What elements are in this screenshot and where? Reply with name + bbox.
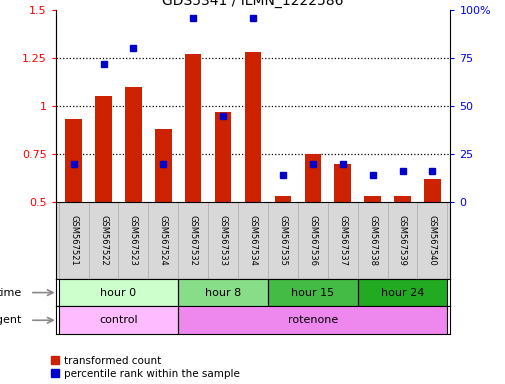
Text: GSM567522: GSM567522 xyxy=(99,215,108,266)
Text: hour 8: hour 8 xyxy=(205,288,241,298)
Bar xyxy=(244,52,261,202)
Bar xyxy=(185,54,201,202)
Bar xyxy=(178,306,446,334)
Bar xyxy=(423,179,440,202)
Bar xyxy=(364,196,380,202)
Text: control: control xyxy=(99,315,137,325)
Legend: transformed count, percentile rank within the sample: transformed count, percentile rank withi… xyxy=(50,356,240,379)
Bar xyxy=(274,196,290,202)
Text: hour 15: hour 15 xyxy=(291,288,334,298)
Bar xyxy=(125,87,141,202)
Bar xyxy=(357,279,446,306)
Text: GSM567521: GSM567521 xyxy=(69,215,78,266)
Text: GSM567532: GSM567532 xyxy=(188,215,197,266)
Text: GSM567535: GSM567535 xyxy=(278,215,287,266)
Text: GSM567524: GSM567524 xyxy=(159,215,168,266)
Bar xyxy=(178,279,268,306)
Bar xyxy=(215,112,231,202)
Text: GSM567523: GSM567523 xyxy=(129,215,138,266)
Text: GSM567540: GSM567540 xyxy=(427,215,436,266)
Text: hour 24: hour 24 xyxy=(380,288,423,298)
Text: GSM567539: GSM567539 xyxy=(397,215,406,266)
Text: GSM567533: GSM567533 xyxy=(218,215,227,266)
Bar xyxy=(393,196,410,202)
Text: agent: agent xyxy=(0,315,22,325)
Text: GSM567537: GSM567537 xyxy=(337,215,346,266)
Bar xyxy=(304,154,320,202)
Bar xyxy=(59,279,178,306)
Text: rotenone: rotenone xyxy=(287,315,337,325)
Text: hour 0: hour 0 xyxy=(100,288,136,298)
Text: GSM567534: GSM567534 xyxy=(248,215,257,266)
Title: GDS5341 / ILMN_1222586: GDS5341 / ILMN_1222586 xyxy=(162,0,343,8)
Bar xyxy=(334,164,350,202)
Text: time: time xyxy=(0,288,22,298)
Text: GSM567538: GSM567538 xyxy=(367,215,376,266)
Bar xyxy=(59,306,178,334)
Bar xyxy=(65,119,82,202)
Bar xyxy=(268,279,357,306)
Text: GSM567536: GSM567536 xyxy=(308,215,317,266)
Bar xyxy=(155,129,171,202)
Bar xyxy=(95,96,112,202)
